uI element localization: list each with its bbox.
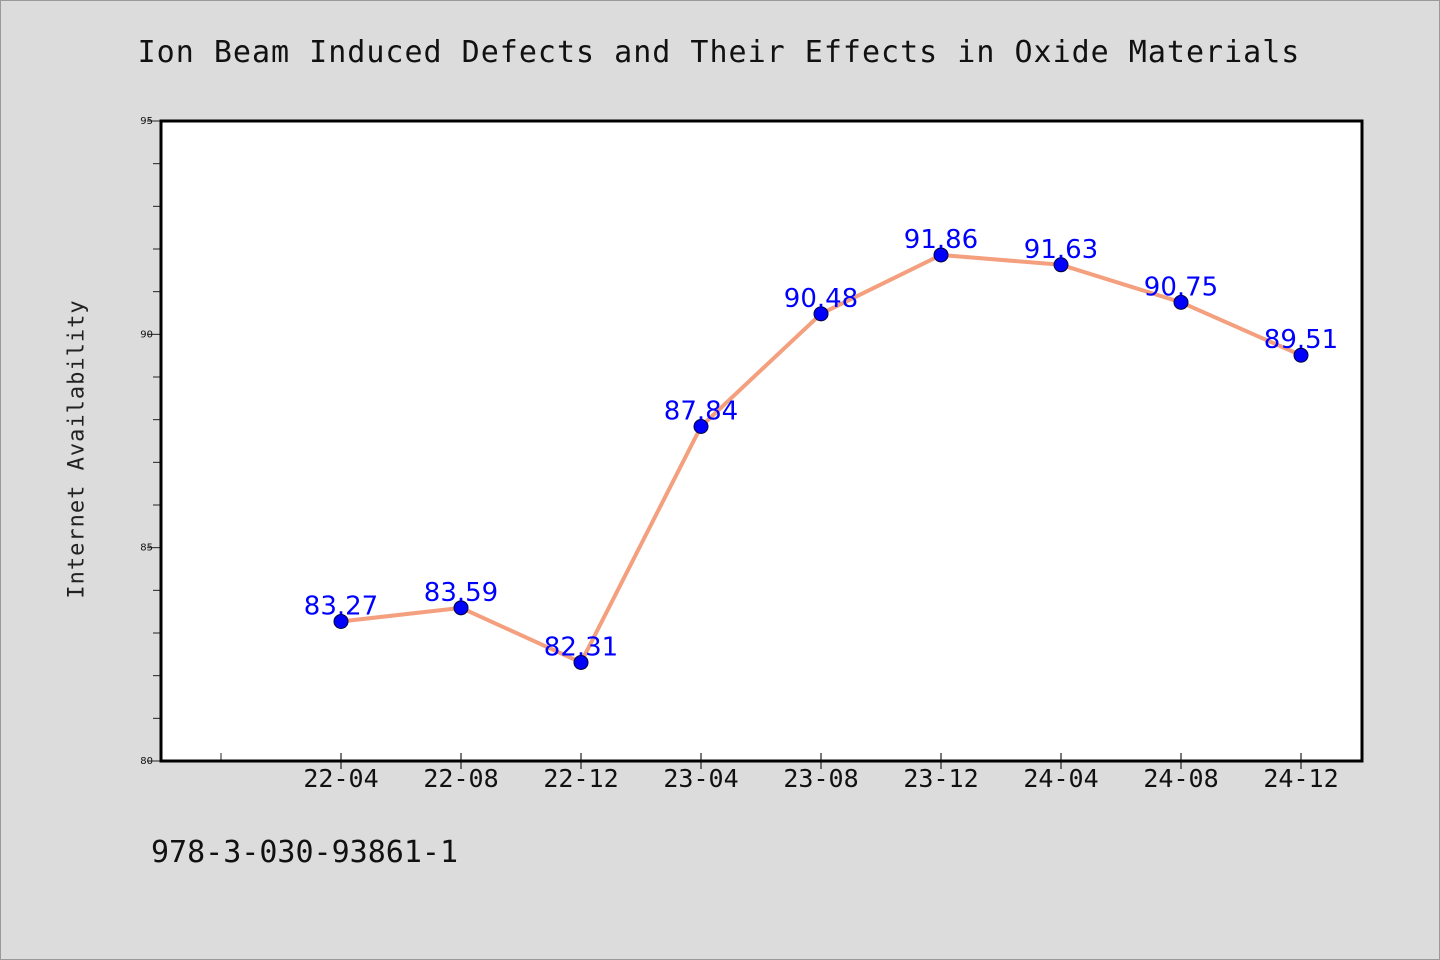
data-label: 90.75: [1144, 272, 1218, 302]
data-point: [933, 247, 949, 263]
data-label: 91.63: [1024, 235, 1098, 265]
x-tick-label: 24-12: [1263, 764, 1338, 793]
data-label: 90.48: [784, 284, 858, 314]
data-point: [333, 613, 349, 629]
plot-border: [159, 119, 1364, 763]
data-label: 91.86: [904, 225, 978, 255]
data-markers: [333, 247, 1309, 670]
x-axis: 22-04 22-08 22-12 23-04 23-08 23-12 24-04 24-08…: [220, 753, 1339, 793]
data-label: 82.31: [544, 632, 618, 662]
x-tick-label: 23-08: [783, 764, 858, 793]
y-tick-label: 90: [140, 329, 153, 340]
data-point: [453, 600, 469, 616]
data-label: 89.51: [1264, 325, 1338, 355]
data-label: 87.84: [664, 396, 738, 426]
y-tick-label: 85: [140, 543, 153, 554]
data-point: [813, 306, 829, 322]
data-point: [1053, 257, 1069, 273]
x-tick-label: 23-04: [663, 764, 738, 793]
data-point: [693, 418, 709, 434]
plot-area: [161, 121, 1362, 761]
x-tick-label: 24-08: [1143, 764, 1218, 793]
y-tick-label: 80: [140, 756, 153, 767]
y-tick-label: 95: [140, 116, 153, 127]
data-labels: 83.27 83.59 82.31 87.84 90.48 91.86 91.63 90.75…: [304, 225, 1338, 662]
x-tick-label: 23-12: [903, 764, 978, 793]
data-label: 83.59: [424, 578, 498, 608]
chart-title: Ion Beam Induced Defects and Their Effec…: [137, 35, 1301, 70]
x-tick-label: 22-08: [423, 764, 498, 793]
data-point: [573, 654, 589, 670]
data-point: [1173, 294, 1189, 310]
x-tick-label: 24-04: [1023, 764, 1098, 793]
isbn-text: 978-3-030-93861-1: [151, 835, 459, 870]
data-point: [1293, 347, 1309, 363]
data-label: 83.27: [304, 591, 378, 621]
x-tick-label: 22-12: [543, 764, 618, 793]
x-tick-label: 22-04: [303, 764, 378, 793]
y-axis: 80 85 90 95: [140, 116, 161, 767]
